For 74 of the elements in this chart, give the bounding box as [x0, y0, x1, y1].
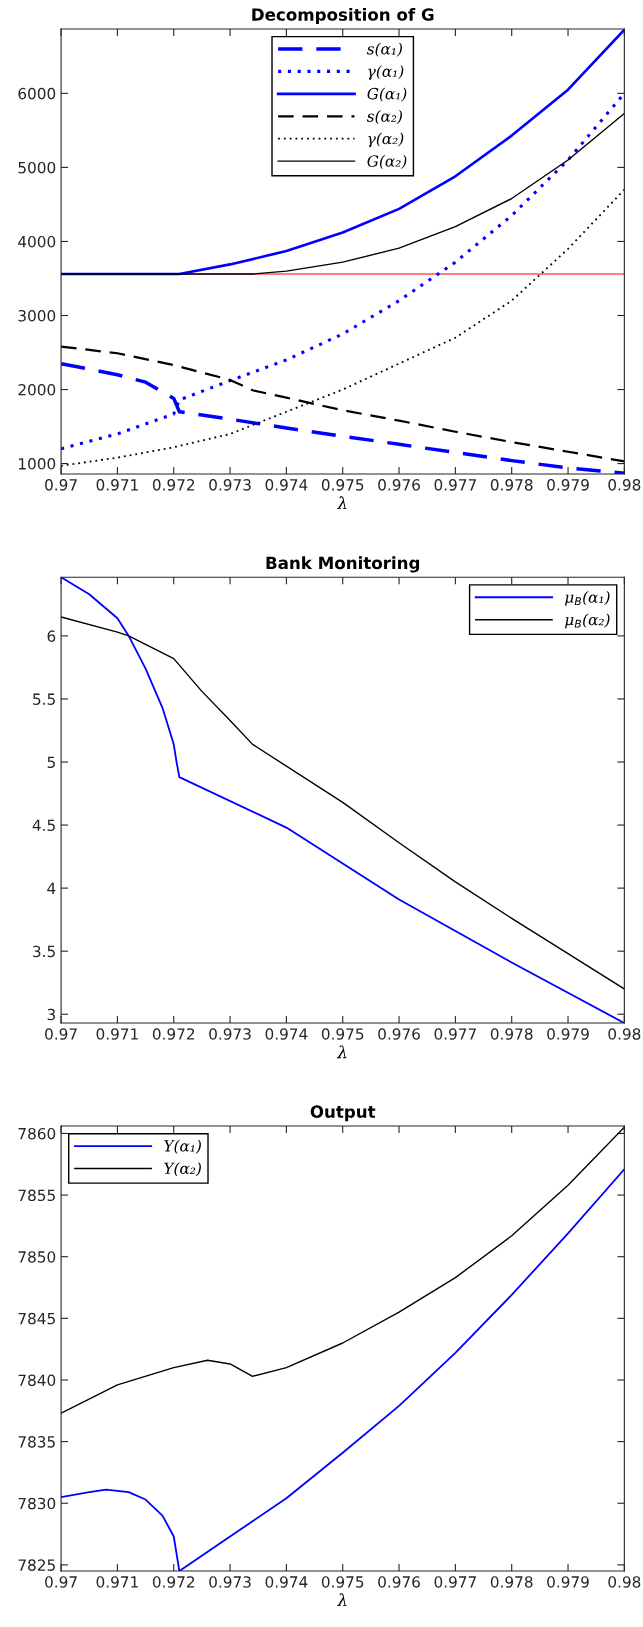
- x-tick-label: 0.976: [378, 1576, 420, 1588]
- y-tick-label: 4000: [18, 235, 56, 248]
- x-tick-label: 0.975: [321, 1028, 364, 1040]
- y-tick-label: 3.5: [33, 945, 55, 958]
- x-tick-label: 0.979: [547, 1576, 589, 1588]
- y-tick-label: 5.5: [33, 693, 55, 705]
- x-tick-label: 0.978: [490, 479, 533, 491]
- x-tick-label: 0.972: [152, 479, 195, 491]
- x-tick-label: 0.977: [434, 1028, 476, 1040]
- y-tick-label: 7860: [18, 1127, 56, 1140]
- x-tick-label: 0.976: [378, 1028, 420, 1040]
- y-tick-label: 6: [47, 630, 56, 642]
- legend-label: Y(α₁): [164, 1139, 201, 1154]
- x-tick-label: 0.977: [434, 479, 476, 491]
- x-tick-label: 0.977: [434, 1576, 476, 1588]
- x-tick-label: 0.98: [608, 1028, 641, 1040]
- legend-label: s(α₁): [366, 42, 402, 57]
- y-tick-label: 7835: [18, 1436, 55, 1448]
- chart-title: Decomposition of G: [252, 7, 434, 25]
- x-tick-label: 0.972: [152, 1576, 195, 1588]
- x-tick-label: 0.978: [490, 1028, 533, 1040]
- x-tick-label: 0.98: [608, 479, 641, 491]
- line-series: [61, 188, 625, 467]
- y-tick-label: 5: [47, 756, 55, 769]
- x-tick-label: 0.974: [265, 479, 308, 491]
- y-tick-label: 5000: [18, 161, 56, 174]
- x-tick-label: 0.97: [45, 479, 77, 491]
- legend-label: G(α₁): [367, 87, 407, 102]
- x-tick-label: 0.971: [96, 1576, 138, 1588]
- x-tick-label: 0.97: [45, 1576, 77, 1588]
- x-tick-label: 0.974: [265, 1576, 308, 1588]
- y-tick-label: 1000: [19, 458, 56, 470]
- x-tick-label: 0.976: [378, 479, 420, 491]
- legend-label: s(α₂): [366, 110, 402, 125]
- x-tick-label: 0.972: [152, 1028, 195, 1040]
- y-tick-label: 4: [47, 882, 56, 894]
- x-axis-title: λ: [336, 1045, 347, 1059]
- x-tick-label: 0.975: [321, 479, 364, 491]
- y-tick-label: 3: [47, 1008, 55, 1021]
- line-series: [61, 112, 625, 275]
- x-tick-label: 0.979: [547, 479, 589, 491]
- y-tick-label: 6000: [18, 87, 56, 100]
- x-tick-label: 0.979: [547, 1028, 589, 1040]
- x-tick-label: 0.974: [265, 1028, 308, 1040]
- y-tick-label: 7845: [18, 1312, 55, 1325]
- x-axis-title: λ: [336, 1593, 347, 1607]
- x-tick-label: 0.973: [209, 1028, 251, 1040]
- x-tick-label: 0.98: [608, 1576, 641, 1588]
- y-tick-label: 2000: [18, 384, 56, 396]
- chart-title: Bank Monitoring: [266, 556, 420, 573]
- y-tick-label: 3000: [18, 309, 56, 322]
- x-tick-label: 0.978: [490, 1576, 533, 1588]
- line-series: [61, 616, 625, 990]
- legend-label: G(α₂): [367, 154, 407, 169]
- legend-label: μ$_{B}$(α₁): [564, 591, 610, 606]
- chart-title: Output: [310, 1105, 376, 1122]
- x-tick-label: 0.973: [209, 479, 251, 491]
- y-tick-label: 7840: [18, 1374, 56, 1386]
- y-tick-label: 7825: [18, 1559, 55, 1571]
- x-tick-label: 0.973: [209, 1576, 251, 1588]
- legend-label: Y(α₂): [164, 1162, 201, 1177]
- x-tick-label: 0.971: [96, 1028, 138, 1040]
- legend-label: γ(α₁): [368, 65, 404, 80]
- y-tick-label: 4.5: [32, 819, 55, 832]
- legend-label: γ(α₂): [368, 132, 404, 148]
- y-tick-label: 7850: [18, 1251, 56, 1263]
- line-series: [61, 577, 625, 1024]
- legend-label: μ$_{B}$(α₂): [564, 613, 610, 629]
- x-axis-title: λ: [336, 496, 347, 510]
- x-tick-label: 0.971: [96, 479, 138, 491]
- y-tick-label: 7855: [18, 1189, 55, 1202]
- y-tick-label: 7830: [18, 1497, 56, 1510]
- x-tick-label: 0.97: [45, 1028, 77, 1040]
- x-tick-label: 0.975: [321, 1576, 364, 1588]
